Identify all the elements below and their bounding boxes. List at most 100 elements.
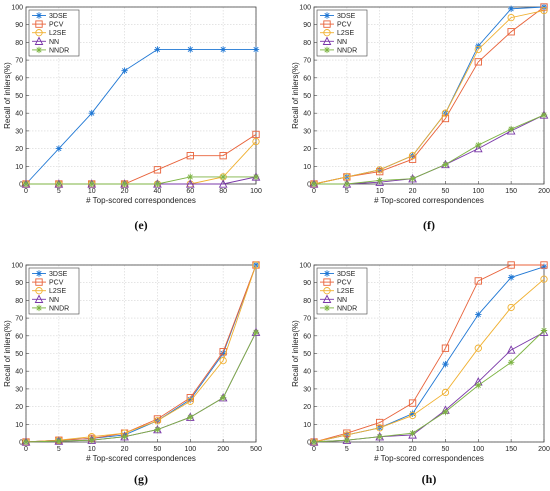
- x-tick-label: 200: [538, 188, 550, 195]
- y-axis-label: Recall of inliers(%): [3, 62, 12, 129]
- legend-label: NNDR: [49, 305, 69, 312]
- data-point: [88, 180, 95, 188]
- x-tick-label: 40: [154, 188, 162, 195]
- series-line: [313, 278, 545, 443]
- series-line: [25, 332, 257, 443]
- data-point: [473, 143, 483, 153]
- data-point: [252, 46, 260, 53]
- legend-marker: [34, 36, 44, 45]
- legend-label: PCV: [49, 280, 64, 287]
- data-point: [376, 167, 384, 176]
- panel-label: (e): [134, 218, 147, 232]
- y-tick-label: 70: [15, 58, 23, 65]
- x-tick-label: 200: [538, 446, 550, 453]
- data-point: [442, 408, 449, 416]
- data-point: [154, 46, 161, 53]
- data-point: [219, 46, 227, 53]
- data-point: [507, 274, 515, 281]
- data-point: [376, 418, 384, 427]
- legend-label: 3DSE: [49, 13, 68, 20]
- y-tick-label: 60: [15, 75, 23, 82]
- legend-marker: [35, 46, 43, 54]
- y-tick-label: 40: [303, 369, 311, 376]
- data-point: [88, 110, 95, 117]
- legend-label: PCV: [49, 22, 64, 29]
- y-axis-label: Recall of inliers(%): [291, 320, 300, 387]
- data-point: [540, 327, 548, 334]
- chart-panel-4: 0 10 20 30 40 50 60 70 80 90 100 0 5 10 20 50 100 150 200 #…: [291, 261, 550, 486]
- x-tick-label: 100: [250, 188, 262, 195]
- y-tick-label: 80: [15, 298, 23, 305]
- legend-label: NN: [49, 297, 59, 304]
- y-tick-label: 70: [15, 316, 23, 323]
- y-tick-label: 70: [303, 58, 311, 65]
- series-3dse: [22, 46, 260, 188]
- y-tick-label: 10: [15, 422, 23, 429]
- data-point: [121, 433, 128, 440]
- x-tick-label: 20: [409, 188, 417, 195]
- series-nndr: [310, 111, 548, 188]
- legend-marker: [35, 20, 43, 28]
- x-tick-label: 50: [442, 446, 450, 453]
- series-nndr: [22, 173, 260, 188]
- y-tick-label: 50: [303, 93, 311, 100]
- legend-label: L2SE: [337, 288, 354, 295]
- series-line: [313, 10, 545, 185]
- data-point: [22, 438, 30, 446]
- data-point: [252, 173, 260, 181]
- legend-marker: [323, 304, 331, 312]
- series-nndr: [310, 327, 548, 446]
- series-line: [26, 176, 256, 185]
- data-point: [540, 111, 548, 119]
- x-tick-label: 0: [312, 188, 316, 195]
- y-tick-label: 60: [303, 333, 311, 340]
- panel-label: (h): [422, 472, 437, 486]
- data-point: [219, 173, 227, 181]
- series-line: [25, 264, 257, 443]
- data-point: [475, 141, 482, 149]
- y-axis-label: Recall of inliers(%): [291, 62, 300, 129]
- x-tick-label: 10: [376, 188, 384, 195]
- data-point: [55, 437, 63, 445]
- data-point: [507, 303, 515, 312]
- data-point: [252, 261, 260, 269]
- legend-marker: [34, 294, 44, 303]
- legend-label: 3DSE: [49, 271, 68, 278]
- y-tick-label: 0: [307, 182, 311, 189]
- x-tick-label: 50: [442, 188, 450, 195]
- legend-marker: [35, 278, 43, 286]
- data-point: [475, 382, 482, 389]
- data-point: [187, 396, 194, 403]
- data-point: [22, 180, 30, 188]
- panel-label: (f): [423, 218, 435, 232]
- x-tick-label: 10: [88, 446, 96, 453]
- data-point: [376, 177, 383, 184]
- x-tick-label: 100: [472, 446, 484, 453]
- data-point: [442, 161, 449, 168]
- legend-label: 3DSE: [337, 271, 356, 278]
- data-point: [475, 311, 482, 318]
- x-tick-label: 20: [409, 446, 417, 453]
- data-point: [540, 261, 548, 269]
- data-point: [507, 5, 515, 12]
- x-tick-label: 0: [24, 188, 28, 195]
- data-point: [252, 137, 260, 146]
- x-tick-label: 5: [345, 446, 349, 453]
- data-point: [310, 180, 318, 188]
- y-tick-label: 100: [11, 263, 23, 270]
- data-point: [474, 45, 482, 54]
- y-tick-label: 80: [303, 298, 311, 305]
- legend-marker: [323, 12, 331, 19]
- data-point: [507, 359, 515, 366]
- data-point: [540, 275, 548, 283]
- x-tick-label: 150: [505, 188, 517, 195]
- data-point: [376, 424, 384, 432]
- legend-marker: [35, 29, 43, 37]
- y-tick-label: 80: [15, 40, 23, 47]
- data-point: [187, 46, 194, 53]
- legend-marker: [323, 29, 331, 37]
- data-point: [252, 329, 260, 336]
